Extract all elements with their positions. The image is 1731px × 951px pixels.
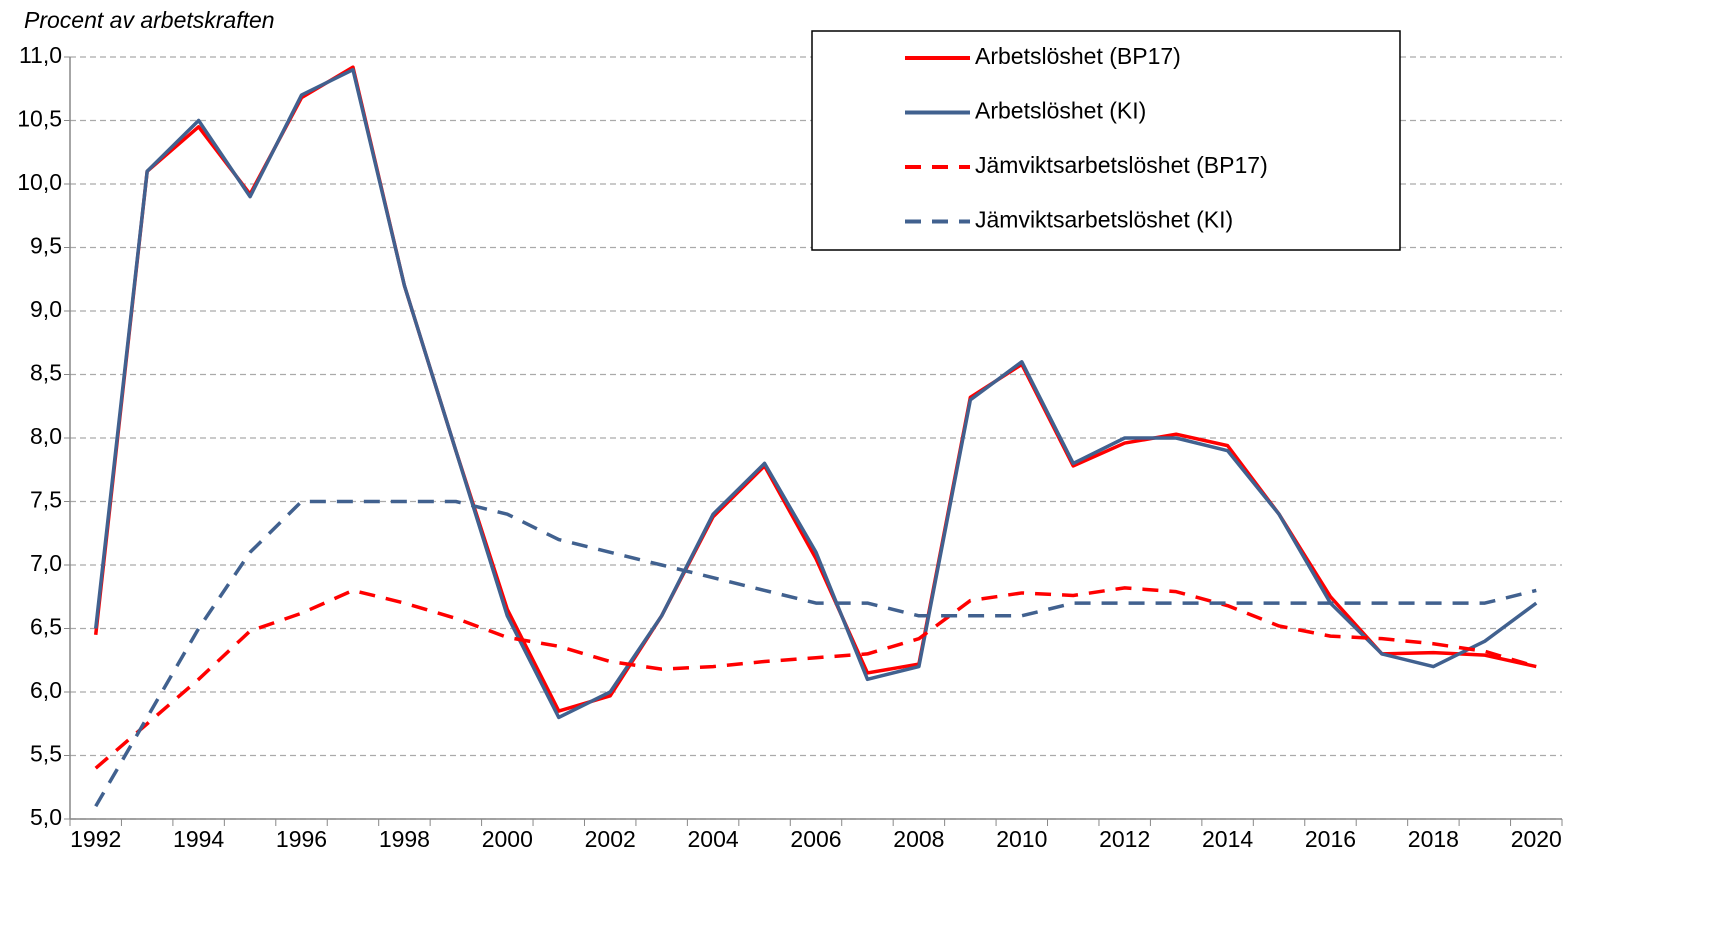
x-tick-label: 2006 xyxy=(790,826,841,852)
x-tick-label: 2016 xyxy=(1305,826,1356,852)
x-tick-label: 2004 xyxy=(688,826,739,852)
legend-label: Jämviktsarbetslöshet (KI) xyxy=(975,207,1233,233)
y-tick-label: 10,0 xyxy=(17,169,62,195)
x-tick-label: 2014 xyxy=(1202,826,1253,852)
x-tick-label: 2012 xyxy=(1099,826,1150,852)
x-tick-label: 1996 xyxy=(276,826,327,852)
y-tick-label: 11,0 xyxy=(19,42,62,68)
y-tick-label: 6,0 xyxy=(30,677,62,703)
y-tick-label: 7,0 xyxy=(30,550,62,576)
y-tick-label: 6,5 xyxy=(30,614,62,640)
x-tick-label: 1992 xyxy=(70,826,121,852)
y-tick-label: 5,0 xyxy=(30,804,62,830)
x-tick-label: 2000 xyxy=(482,826,533,852)
y-tick-label: 9,5 xyxy=(30,233,62,259)
series-line xyxy=(93,67,1538,720)
series-line xyxy=(94,499,1537,808)
x-tick-label: 1994 xyxy=(173,826,224,852)
y-tick-label: 8,5 xyxy=(30,360,62,386)
legend-box xyxy=(811,30,1401,251)
y-tick-label: 8,0 xyxy=(30,423,62,449)
legend-label: Arbetslöshet (KI) xyxy=(975,98,1146,124)
x-tick-label: 2010 xyxy=(996,826,1047,852)
x-tick-label: 1998 xyxy=(379,826,430,852)
y-tick-label: 7,5 xyxy=(30,487,62,513)
y-tick-label: 10,5 xyxy=(17,106,62,132)
x-tick-label: 2002 xyxy=(585,826,636,852)
x-tick-label: 2020 xyxy=(1511,826,1562,852)
legend-label: Jämviktsarbetslöshet (BP17) xyxy=(975,152,1268,178)
series-line xyxy=(94,586,1537,770)
x-tick-label: 2018 xyxy=(1408,826,1459,852)
y-tick-label: 9,0 xyxy=(30,296,62,322)
legend-label: Arbetslöshet (BP17) xyxy=(975,43,1181,69)
x-tick-label: 2008 xyxy=(893,826,944,852)
y-tick-label: 5,5 xyxy=(30,741,62,767)
y-axis-label: Procent av arbetskraften xyxy=(24,7,275,33)
